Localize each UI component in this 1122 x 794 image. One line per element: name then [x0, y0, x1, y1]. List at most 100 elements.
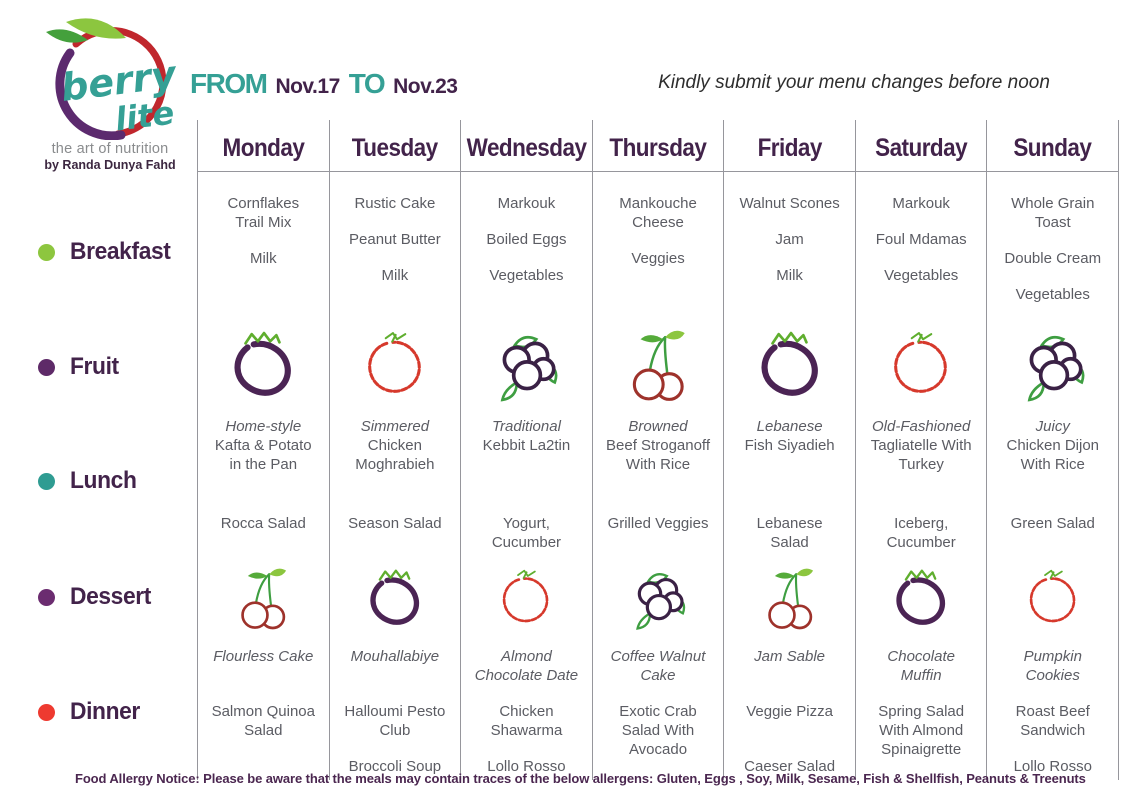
- allergy-notice: Food Allergy Notice: Please be aware tha…: [75, 771, 1086, 786]
- breakfast-item: Peanut Butter: [349, 230, 441, 248]
- dessert-fruit-cell: [330, 560, 461, 640]
- lunch-dish: Kafta & Potato in the Pan: [214, 436, 312, 473]
- breakfast-item: Markouk: [497, 195, 556, 212]
- dinner-item: Broccoli Soup: [348, 758, 442, 776]
- day-column-wednesday: Wednesday Markouk Boiled Eggs Vegetables Tra…: [461, 120, 593, 780]
- breakfast-cell: Cornflakes Trail Mix Milk: [198, 172, 329, 312]
- fruit-dot-icon: [38, 358, 55, 376]
- lunch-style-tag: Juicy: [1035, 418, 1070, 435]
- meal-label-dessert: Dessert: [38, 583, 155, 611]
- strawberry-purple-icon: [761, 331, 818, 396]
- lunch-dish: Beef Stroganoff With Rice: [606, 436, 710, 473]
- breakfast-item: Rustic Cake: [354, 195, 436, 212]
- breakfast-cell: Markouk Foul Mdamas Vegetables: [856, 172, 987, 312]
- dinner-item: Exotic Crab Salad With Avocado: [619, 703, 697, 758]
- breakfast-item: Cornflakes Trail Mix: [227, 195, 300, 231]
- dinner-item: Lollo Rosso: [1013, 758, 1092, 776]
- brand-logo: berry lite the art of nutrition by Randa…: [22, 8, 198, 178]
- menu-period: FROM Nov.17 TO Nov.23: [190, 68, 458, 100]
- lunch-dish: Fish Siyadieh: [744, 436, 835, 454]
- dinner-item: Salmon Quinoa Salad: [211, 703, 315, 739]
- fruit-cell: [724, 312, 855, 412]
- strawberry-red-icon: [368, 332, 421, 393]
- strawberry-red-icon: [503, 569, 549, 623]
- lunch-dish: Chicken Moghrabieh: [355, 436, 435, 473]
- lunch-side-cell: Yogurt, Cucumber: [491, 515, 562, 551]
- breakfast-cell: Walnut Scones Jam Milk: [724, 172, 855, 312]
- lunch-side-cell: Lebanese Salad: [756, 515, 823, 551]
- day-name: Wednesday: [466, 134, 587, 162]
- breakfast-item: Veggies: [631, 249, 685, 267]
- meal-label-dinner: Dinner: [38, 698, 144, 726]
- meal-label-text: Dessert: [70, 583, 152, 610]
- lunch-dot-icon: [38, 472, 55, 490]
- breakfast-cell: Rustic Cake Peanut Butter Milk: [330, 172, 461, 312]
- breakfast-item: Milk: [381, 266, 409, 284]
- lunch-style-tag: Traditional: [491, 418, 561, 435]
- lunch-style-tag: Simmered: [360, 418, 430, 435]
- meal-label-text: Breakfast: [70, 238, 171, 265]
- fruit-cell: [461, 312, 592, 412]
- cherries-icon: [241, 568, 287, 630]
- breakfast-item: Whole Grain Toast: [1011, 195, 1095, 231]
- dessert-cell: Pumpkin Cookies: [1023, 648, 1082, 684]
- breakfast-item: Mankouche Cheese: [619, 195, 697, 231]
- dessert-fruit-cell: [593, 560, 724, 640]
- strawberry-red-icon: [894, 332, 947, 393]
- dessert-fruit-cell: [461, 560, 592, 640]
- cherries-icon: [767, 568, 813, 630]
- strawberry-purple-icon: [370, 569, 419, 625]
- day-name: Tuesday: [351, 134, 438, 162]
- dessert-dot-icon: [38, 588, 55, 606]
- lunch-cell: Traditional Kebbit La2tin: [461, 412, 592, 505]
- meal-label-breakfast: Breakfast: [38, 238, 176, 266]
- dinner-cell: Roast Beef Sandwich Lollo Rosso: [987, 697, 1118, 780]
- day-name: Friday: [757, 134, 822, 162]
- lunch-dish: Chicken Dijon With Rice: [1006, 436, 1100, 473]
- day-header: Friday: [724, 120, 855, 172]
- day-header: Sunday: [987, 120, 1119, 172]
- lunch-side-cell: Season Salad: [348, 515, 442, 532]
- lunch-side-cell: Grilled Veggies: [607, 515, 709, 532]
- breakfast-item: Markouk: [892, 195, 950, 212]
- strawberry-purple-icon: [896, 569, 946, 625]
- lunch-cell: Lebanese Fish Siyadieh: [724, 412, 855, 505]
- dessert-fruit-cell: [856, 560, 987, 640]
- day-header: Monday: [198, 120, 329, 172]
- dinner-item: Caeser Salad: [744, 758, 836, 776]
- day-column-sunday: Sunday Whole Grain Toast Double Cream Vegeta…: [987, 120, 1120, 780]
- brand-byline: by Randa Dunya Fahd: [44, 158, 176, 172]
- dessert-fruit-cell: [724, 560, 855, 640]
- day-column-thursday: Thursday Mankouche Cheese Veggies Browned Bee…: [592, 120, 725, 780]
- dessert-cell: Coffee Walnut Cake: [610, 648, 706, 684]
- lunch-style-tag: Old-Fashioned: [871, 418, 971, 435]
- lunch-style-tag: Home-style: [225, 418, 302, 435]
- dinner-cell: Veggie Pizza Caeser Salad: [724, 697, 855, 780]
- dinner-cell: Spring Salad With Almond Spinaigrette: [856, 697, 987, 780]
- day-name: Monday: [222, 134, 305, 162]
- dessert-cell: Flourless Cake: [213, 648, 314, 665]
- breakfast-cell: Markouk Boiled Eggs Vegetables: [461, 172, 592, 312]
- berries-icon: [501, 335, 558, 402]
- day-header: Wednesday: [461, 120, 592, 172]
- berries-icon: [1027, 335, 1085, 402]
- meal-label-lunch: Lunch: [38, 467, 140, 495]
- breakfast-item: Foul Mdamas: [875, 230, 967, 248]
- dessert-cell: Mouhallabiye: [350, 648, 440, 665]
- breakfast-cell: Mankouche Cheese Veggies: [593, 172, 724, 312]
- brand-tagline: the art of nutrition: [51, 141, 169, 157]
- day-header: Saturday: [855, 120, 987, 172]
- meal-label-text: Fruit: [70, 353, 119, 380]
- day-column-monday: Monday Cornflakes Trail Mix Milk Home-style K…: [198, 120, 330, 780]
- fruit-cell: [198, 312, 329, 412]
- fruit-cell: [987, 312, 1118, 412]
- breakfast-dot-icon: [38, 243, 55, 261]
- meal-label-fruit: Fruit: [38, 353, 121, 381]
- to-date: Nov.23: [393, 75, 458, 98]
- berry-logo-icon: berry lite: [46, 18, 180, 141]
- lunch-cell: Juicy Chicken Dijon With Rice: [987, 412, 1118, 505]
- dinner-item: Spring Salad With Almond Spinaigrette: [878, 703, 965, 758]
- berries-icon: [636, 573, 686, 630]
- dessert-cell: Chocolate Muffin: [887, 648, 955, 684]
- dinner-item: Chicken Shawarma: [490, 703, 563, 739]
